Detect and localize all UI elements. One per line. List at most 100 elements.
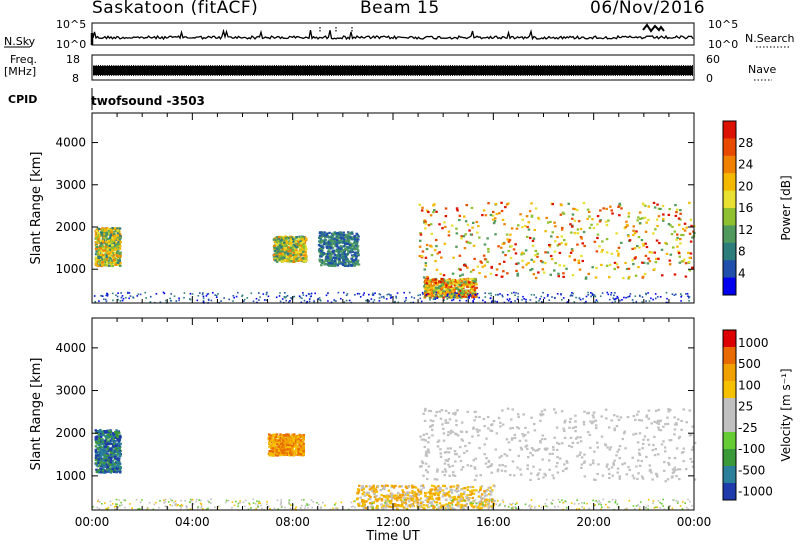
p3-pixel-4-323 — [571, 249, 574, 252]
p4-pixel-3-271 — [483, 491, 487, 494]
p4-pixel-2-52 — [453, 474, 457, 477]
p4-pixel-1-452 — [275, 448, 279, 452]
p3-pixel-4-458 — [677, 217, 681, 220]
p3-pixel-4-235 — [466, 223, 470, 226]
p3-pixel-4-187 — [503, 260, 506, 263]
p3-speckle-147 — [435, 293, 437, 296]
p4-pixel-3-293 — [489, 493, 493, 496]
p3-pixel-4-118 — [601, 240, 604, 243]
p3-pixel-4-106 — [524, 224, 527, 228]
p4-pixel-1-477 — [273, 438, 276, 441]
p4-pixel-0-371 — [114, 444, 118, 447]
p3-speckle-112 — [393, 301, 396, 303]
p3-pixel-3-372 — [439, 294, 442, 298]
p4-pixel-3-102 — [407, 500, 411, 503]
p4-pixel-1-504 — [275, 433, 279, 436]
p4-pixel-0-278 — [107, 450, 111, 453]
p3-pixel-0-203 — [108, 236, 112, 239]
p3-pixel-4-25 — [559, 213, 563, 216]
p3-speckle-111 — [561, 299, 563, 301]
p3-pixel-4-393 — [640, 239, 644, 242]
p4-pixel-3-250 — [405, 492, 409, 496]
p3-pixel-0-82 — [105, 249, 108, 253]
p3-pixel-0-457 — [116, 237, 119, 240]
p4-pixel-2-383 — [610, 419, 613, 422]
p4-pixel-2-140 — [659, 429, 663, 432]
nsky-tick-bottom: 10^0 — [56, 38, 86, 51]
p3-speckle-27 — [585, 300, 587, 303]
p3-pixel-3-501 — [435, 288, 438, 291]
p4-pixel-2-354 — [543, 472, 546, 475]
p3-pixel-4-496 — [420, 254, 424, 258]
p3-pixel-4-321 — [579, 227, 583, 231]
p3-pixel-3-381 — [437, 287, 441, 290]
p3-pixel-2-472 — [333, 259, 337, 262]
p3-pixel-0-511 — [116, 261, 120, 264]
p4-pixel-1-356 — [271, 447, 275, 450]
p3-speckle-22 — [623, 296, 625, 299]
p4-pixel-2-201 — [664, 423, 667, 426]
p3-pixel-4-312 — [429, 214, 433, 217]
p4-pixel-0-383 — [114, 454, 118, 457]
p4-pixel-3-105 — [380, 499, 384, 502]
p4-pixel-3-124 — [416, 488, 420, 491]
p3-pixel-4-354 — [582, 201, 586, 205]
p3-speckle-279 — [446, 295, 449, 297]
p4-pixel-2-94 — [544, 437, 547, 441]
p3-speckle-381 — [386, 293, 389, 296]
p4-pixel-2-285 — [548, 468, 551, 471]
p3-speckle-89 — [117, 298, 119, 301]
p3-pixel-2-399 — [354, 239, 357, 242]
p3-speckle-325 — [258, 292, 260, 294]
p4-pixel-2-13 — [487, 415, 490, 419]
p4-pixel-2-512 — [536, 449, 539, 452]
p4-pixel-2-516 — [452, 474, 455, 477]
p3-speckle-296 — [319, 299, 322, 302]
p3-pixel-4-89 — [593, 240, 597, 243]
p3-pixel-4-175 — [571, 217, 574, 220]
p3-pixel-3-301 — [474, 286, 477, 290]
p4-pixel-2-145 — [450, 429, 453, 432]
p3-pixel-2-281 — [356, 237, 359, 240]
p3-pixel-4-484 — [433, 209, 436, 212]
p3-pixel-4-376 — [530, 268, 534, 271]
p3-speckle-265 — [337, 291, 340, 294]
p4-pixel-3-79 — [390, 499, 393, 502]
p4-pixel-2-138 — [469, 464, 473, 467]
p3-pixel-0-492 — [111, 240, 114, 243]
p3-speckle-44 — [539, 298, 541, 300]
p3-pixel-0-501 — [116, 245, 119, 248]
p4-pixel-2-431 — [604, 408, 608, 411]
p3-pixel-2-394 — [348, 245, 352, 249]
p4-pixel-0-242 — [111, 455, 114, 458]
p3-pixel-0-298 — [104, 250, 107, 253]
p4-pixel-2-81 — [526, 447, 529, 450]
p3-pixel-4-320 — [656, 224, 659, 228]
p4-pixel-2-171 — [636, 441, 640, 444]
p4-pixel-2-103 — [523, 433, 527, 436]
p3-pixel-4-378 — [691, 236, 694, 239]
p4-pixel-0-276 — [116, 444, 119, 447]
p4-pixel-0-89 — [119, 442, 122, 445]
p3-pixel-4-427 — [459, 268, 462, 271]
p4-pixel-0-331 — [94, 456, 98, 459]
p3-pixel-2-456 — [321, 240, 324, 243]
p3-pixel-4-56 — [609, 205, 612, 208]
p3-pixel-4-483 — [476, 265, 480, 268]
p4-pixel-0-507 — [116, 436, 119, 439]
p3-pixel-3-512 — [470, 283, 473, 287]
p3-speckle-189 — [105, 294, 107, 297]
p4-pixel-0-376 — [103, 441, 106, 444]
p4-pixel-1-10 — [297, 453, 300, 457]
nsky-label: N.Sky — [4, 35, 36, 48]
p3-speckle-154 — [458, 295, 461, 298]
p4-pixel-2-39 — [690, 460, 694, 463]
p3-pixel-2-307 — [350, 249, 353, 252]
p4-pixel-3-87 — [477, 495, 481, 498]
p4-pixel-2-511 — [490, 463, 493, 466]
p3-pixel-4-453 — [481, 214, 484, 217]
p4-pixel-0-190 — [105, 439, 108, 442]
p4-pixel-1-393 — [282, 453, 285, 457]
p4-pixel-2-394 — [657, 453, 660, 456]
p4-pixel-3-140 — [466, 486, 470, 489]
